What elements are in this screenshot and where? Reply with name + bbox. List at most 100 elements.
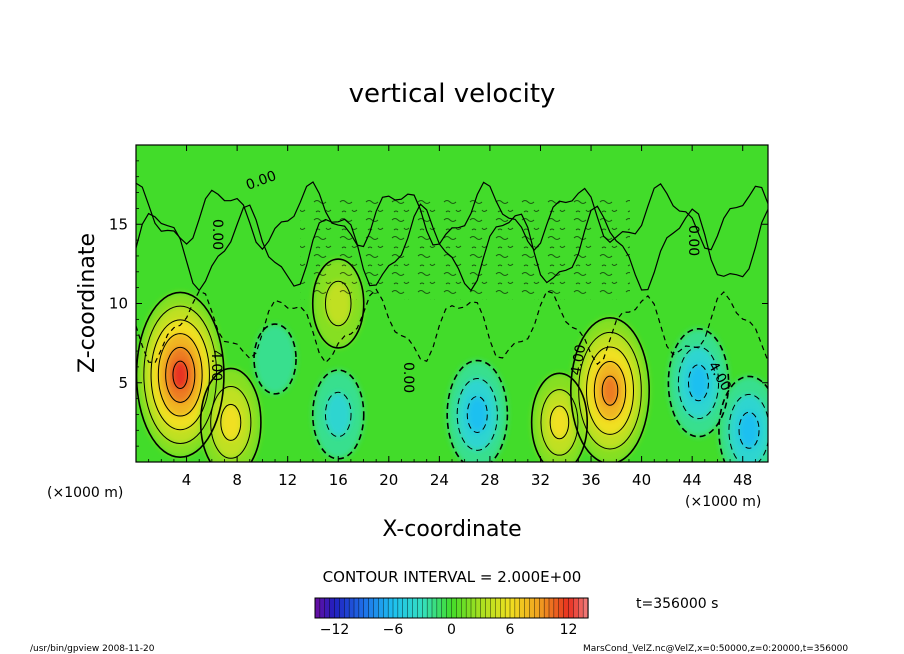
- contour-line: [253, 323, 297, 395]
- colorbar-swatch: [422, 597, 428, 619]
- upper-noise-region: [300, 200, 630, 300]
- colorbar-swatch: [368, 597, 375, 619]
- colorbar-tick-label: −12: [320, 622, 350, 638]
- contour-line: [667, 328, 730, 438]
- x-unit-right: (×1000 m): [685, 494, 761, 510]
- x-tick-label: 4: [182, 471, 192, 489]
- contour-line: [549, 405, 570, 440]
- contour-line: [136, 181, 768, 251]
- contour-line: [540, 389, 579, 456]
- colorbar-swatch: [353, 597, 360, 619]
- contour-line: [136, 203, 768, 292]
- contour-label: 4.00: [568, 343, 589, 376]
- contour-interval: CONTOUR INTERVAL = 2.000E+00: [323, 568, 582, 586]
- time-label: t=356000 s: [636, 596, 718, 612]
- colorbar-swatch: [451, 597, 457, 619]
- colorbar-swatch: [402, 597, 409, 619]
- x-tick-label: 36: [581, 471, 600, 489]
- colorbar-swatch: [441, 597, 448, 619]
- colorbar-ticks: −12 −6 0 6 12: [320, 622, 578, 638]
- colorbar-swatch: [329, 597, 336, 619]
- colorbar-swatch: [373, 597, 379, 619]
- contour-line: [150, 319, 210, 431]
- contour-line: [570, 316, 650, 462]
- contour-label: 4.00: [208, 350, 224, 381]
- colorbar-swatch: [519, 597, 526, 619]
- contour-line: [718, 375, 768, 462]
- x-tick-label: 48: [733, 471, 752, 489]
- contour-line: [172, 360, 189, 390]
- y-tick-label: 15: [109, 215, 128, 233]
- colorbar-swatch: [543, 597, 550, 619]
- footer-left: /usr/bin/gpview 2008-11-20: [30, 644, 155, 654]
- heatmap-cell: [602, 376, 618, 406]
- colorbar-swatch: [378, 597, 384, 619]
- colorbar-swatch: [553, 597, 560, 619]
- x-tick-label: 12: [278, 471, 297, 489]
- contour-line: [210, 385, 252, 459]
- heatmap-cell: [254, 324, 297, 394]
- colorbar-swatch: [446, 597, 453, 619]
- colorbar-swatch: [412, 597, 418, 619]
- colorbar-swatch: [548, 597, 555, 619]
- colorbar-swatch: [563, 597, 570, 619]
- x-tick-label: 40: [632, 471, 651, 489]
- colorbar-tick-label: 0: [447, 622, 456, 638]
- x-tick-label: 20: [379, 471, 398, 489]
- contour-label: 0.00: [685, 225, 701, 256]
- colorbar-swatch: [539, 597, 545, 619]
- colorbar-swatch: [573, 597, 579, 619]
- contour-line: [728, 393, 768, 462]
- colorbar-swatch: [490, 597, 496, 619]
- colorbar-swatch: [436, 597, 443, 619]
- heatmap-cell: [172, 361, 188, 389]
- colorbar-swatch: [397, 597, 404, 619]
- colorbar-tick-label: −6: [383, 622, 404, 638]
- colorbar-swatch: [568, 597, 574, 619]
- colorbar-swatch: [324, 597, 331, 619]
- contour-line: [165, 346, 196, 403]
- x-tick-label: 32: [531, 471, 550, 489]
- colorbar-swatch: [578, 597, 584, 619]
- colorbar-swatch: [529, 597, 535, 619]
- contour-line: [466, 395, 488, 433]
- colorbar-swatch: [470, 597, 477, 619]
- contour-line: [324, 391, 352, 438]
- contour-line: [456, 378, 498, 451]
- colorbar-swatch: [431, 597, 438, 619]
- x-tick-label: 28: [480, 471, 499, 489]
- colorbar-swatch: [465, 597, 472, 619]
- footer-right: MarsCond_VelZ.nc@VelZ,x=0:50000,z=0:2000…: [583, 644, 848, 654]
- contour-line: [157, 333, 203, 417]
- colorbar: [314, 597, 589, 619]
- x-tick-label: 16: [329, 471, 348, 489]
- heatmap-cell: [467, 396, 488, 433]
- contour-line: [199, 367, 262, 462]
- contour-line: [687, 364, 709, 402]
- colorbar-tick-label: 12: [560, 622, 578, 638]
- colorbar-swatch: [558, 597, 565, 619]
- y-axis-title: Z-coordinate: [75, 233, 100, 373]
- colorbar-swatch: [344, 597, 350, 619]
- x-tick-label: 24: [430, 471, 449, 489]
- contour-line: [446, 359, 509, 462]
- colorbar-swatch: [383, 597, 389, 619]
- colorbar-swatch: [392, 597, 399, 619]
- heatmap-cell: [220, 404, 241, 441]
- heatmap-cell: [739, 412, 760, 449]
- y-tick-label: 10: [109, 295, 128, 313]
- colorbar-swatch: [509, 597, 516, 619]
- contour-label: 0.00: [400, 362, 416, 393]
- colorbar-swatch: [426, 597, 433, 619]
- colorbar-swatch: [314, 597, 321, 619]
- colorbar-frame: [314, 597, 589, 619]
- colorbar-swatch: [514, 597, 521, 619]
- colorbar-tick-label: 6: [506, 622, 515, 638]
- colorbar-swatch: [461, 597, 467, 619]
- contour-line: [738, 411, 760, 449]
- contour-line: [578, 331, 642, 450]
- contour-line: [586, 346, 634, 435]
- contour-line: [311, 258, 365, 349]
